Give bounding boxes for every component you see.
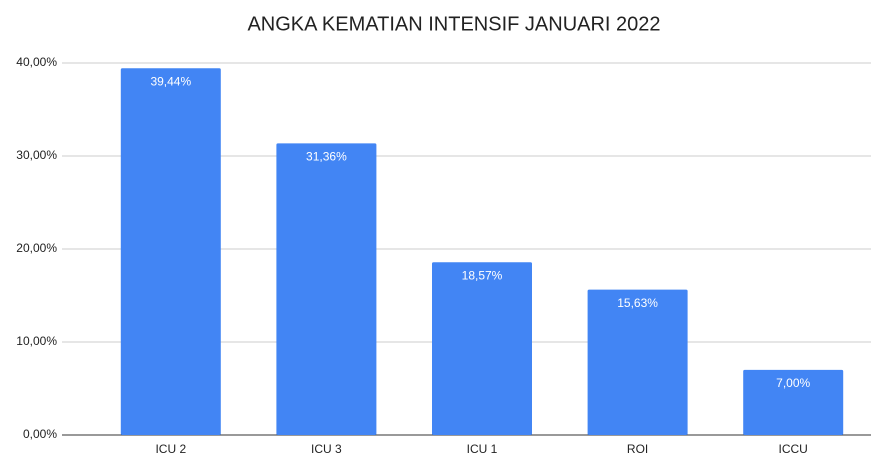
bar: [587, 289, 688, 435]
x-tick-label: ICCU: [779, 442, 808, 456]
data-label: 39,44%: [150, 74, 191, 88]
bar: [743, 369, 844, 435]
data-label: 31,36%: [306, 150, 347, 164]
data-label: 7,00%: [776, 376, 810, 390]
y-tick-label: 40,00%: [16, 55, 57, 69]
y-tick-label: 0,00%: [23, 427, 57, 441]
data-label: 18,57%: [462, 268, 503, 282]
bar: [120, 68, 221, 435]
data-label: 15,63%: [617, 296, 658, 310]
x-tick-label: ICU 1: [467, 442, 498, 456]
bar: [276, 143, 377, 436]
x-tick-label: ICU 3: [311, 442, 342, 456]
y-tick-label: 30,00%: [16, 148, 57, 162]
x-tick-label: ICU 2: [155, 442, 186, 456]
x-tick-label: ROI: [627, 442, 648, 456]
chart-title: ANGKA KEMATIAN INTENSIF JANUARI 2022: [247, 13, 660, 35]
y-tick-label: 20,00%: [16, 241, 57, 255]
y-tick-label: 10,00%: [16, 334, 57, 348]
bar: [432, 262, 532, 435]
